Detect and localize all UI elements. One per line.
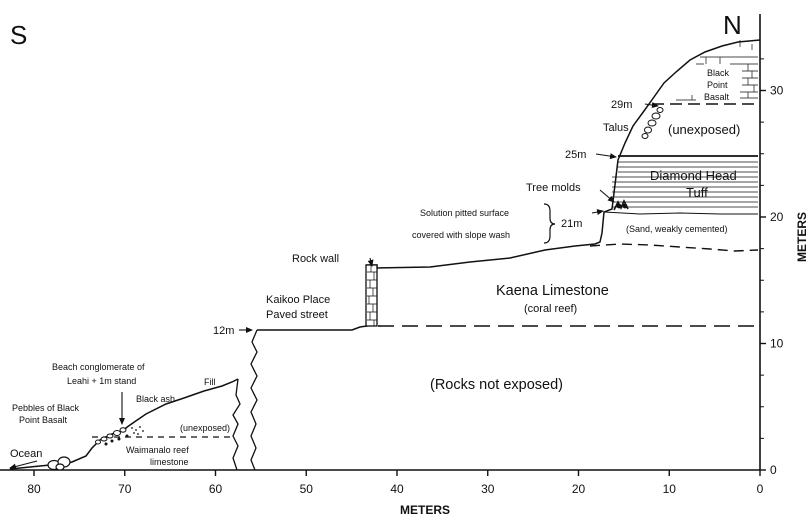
tree-molds-symbol: [613, 199, 629, 211]
x-axis-title: METERS: [400, 503, 450, 517]
y-tick-label: 0: [770, 463, 777, 477]
basalt-label-3: Basalt: [704, 92, 730, 102]
y-axis: 0 10 20 30 METERS: [759, 14, 809, 477]
elevation-25m: 25m: [565, 149, 586, 161]
diamond-head-label-1: Diamond Head: [650, 168, 737, 183]
kaena-label-1: Kaena Limestone: [496, 283, 609, 299]
beach-label-1: Beach conglomerate of: [52, 362, 145, 372]
label-arrows: [9, 102, 659, 470]
beach-label-2: Leahi + 1m stand: [67, 376, 136, 386]
elevation-29m: 29m: [611, 99, 632, 111]
ocean-pebbles: [47, 456, 71, 471]
north-label: N: [723, 10, 742, 40]
talus-clasts: [641, 107, 664, 139]
x-tick-label: 30: [481, 482, 495, 496]
black-ash-deposit: [131, 426, 144, 435]
tree-molds-label: Tree molds: [526, 182, 581, 194]
rocks-not-exposed-label: (Rocks not exposed): [430, 377, 563, 393]
beach-conglomerate: [95, 427, 129, 446]
x-tick-label: 20: [572, 482, 586, 496]
y-axis-title: METERS: [795, 212, 809, 262]
diamond-head-label-2: Tuff: [686, 185, 708, 200]
x-tick-label: 40: [390, 482, 404, 496]
unexposed-low-label: (unexposed): [180, 423, 230, 433]
elevation-21m: 21m: [561, 218, 582, 230]
x-tick-label: 0: [757, 482, 764, 496]
waimanalo-label-1: Waimanalo reef: [126, 445, 189, 455]
kaena-label-2: (coral reef): [524, 303, 577, 315]
x-tick-label: 80: [27, 482, 41, 496]
y-tick-label: 30: [770, 84, 784, 98]
rock-wall-label: Rock wall: [292, 253, 339, 265]
basalt-label-2: Point: [707, 80, 728, 90]
cliff-face-12m: [250, 329, 258, 471]
black-ash-label: Black ash: [136, 394, 175, 404]
x-axis-ticks: 80 70 60 50 40 30 20 10 0: [27, 470, 764, 496]
sand-base-dashed: [589, 243, 759, 252]
rock-wall: [365, 264, 378, 327]
x-tick-label: 70: [118, 482, 132, 496]
black-point-basalt: [676, 40, 758, 101]
fill-slope-edge: [232, 378, 241, 471]
solution-label-2: covered with slope wash: [412, 230, 510, 240]
solution-label-1: Solution pitted surface: [420, 208, 509, 218]
ocean-label: Ocean: [10, 448, 42, 460]
unexposed-high-label: (unexposed): [668, 122, 740, 137]
y-tick-label: 10: [770, 337, 784, 351]
pebbles-label-1: Pebbles of Black: [12, 403, 80, 413]
y-tick-label: 20: [770, 210, 784, 224]
solution-brace: [543, 203, 556, 244]
diamond-head-tuff: [603, 155, 758, 215]
x-tick-label: 10: [663, 482, 677, 496]
kaikoo-label-2: Paved street: [266, 309, 328, 321]
elevation-12m: 12m: [213, 325, 234, 337]
pebbles-label-2: Point Basalt: [19, 415, 68, 425]
kaikoo-label-1: Kaikoo Place: [266, 294, 330, 306]
basalt-label-1: Black: [707, 68, 730, 78]
y-axis-ticks: 0 10 20 30: [760, 58, 784, 477]
south-label: S: [10, 20, 27, 50]
talus-label: Talus: [603, 122, 629, 134]
sand-label: (Sand, weakly cemented): [626, 224, 728, 234]
x-tick-label: 50: [300, 482, 314, 496]
fill-label: Fill: [204, 377, 216, 387]
x-tick-label: 60: [209, 482, 223, 496]
waimanalo-label-2: limestone: [150, 457, 189, 467]
x-axis: 80 70 60 50 40 30 20 10 0 METERS: [0, 469, 764, 517]
